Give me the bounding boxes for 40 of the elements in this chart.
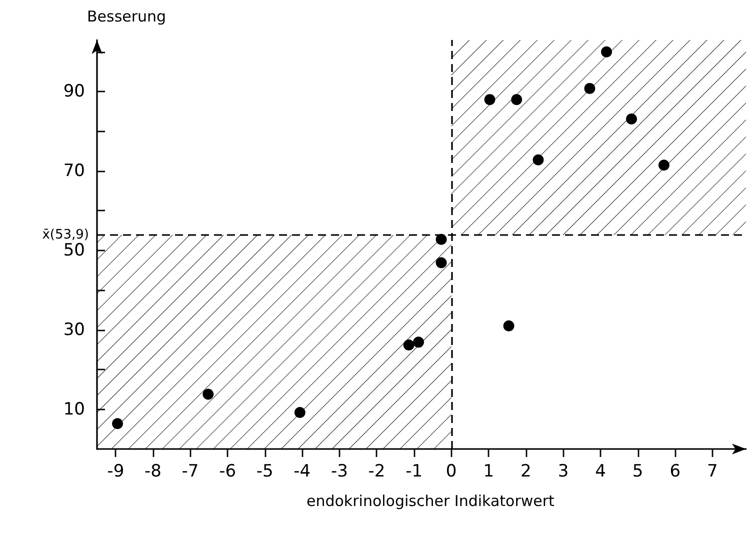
point	[484, 94, 496, 106]
point	[436, 234, 447, 245]
x-tick-label: -2	[368, 462, 386, 482]
x-tick-label: 2	[520, 462, 532, 482]
x-tick-label: -9	[107, 462, 124, 482]
x-tick-label: -7	[182, 462, 199, 482]
x-tick-label: 1	[483, 462, 494, 482]
point	[436, 257, 447, 268]
ref-line-label: x̄(53,9)	[42, 227, 89, 242]
x-tick-label: 0	[446, 462, 457, 482]
x-tick-label: -5	[256, 462, 274, 482]
x-tick-label: -1	[406, 462, 423, 482]
y-tick-label: 90	[63, 82, 85, 102]
x-tick-label: 5	[632, 462, 644, 482]
x-tick-label: 6	[670, 462, 681, 482]
x-tick-label: -4	[294, 462, 311, 482]
x-tick-label: 4	[595, 462, 606, 482]
y-axis-title: Besserung	[87, 8, 166, 26]
x-axis-title: endokrinologischer Indikatorwert	[306, 492, 555, 510]
x-tick-label: 7	[707, 462, 718, 482]
x-tick-label: -3	[330, 462, 348, 482]
point	[202, 388, 214, 400]
point	[294, 406, 306, 418]
y-tick-label: 30	[63, 320, 85, 340]
y-tick-label: 10	[63, 399, 85, 420]
x-tick-label: -8	[144, 462, 162, 482]
point	[112, 418, 124, 430]
point	[532, 154, 544, 166]
y-tick-label: 50	[63, 240, 85, 260]
point	[403, 339, 414, 350]
y-tick-label: 70	[63, 161, 85, 182]
x-tick-label: 3	[558, 462, 569, 482]
point	[511, 94, 522, 106]
point	[503, 320, 514, 332]
point	[658, 160, 670, 171]
point	[626, 114, 637, 125]
x-tick-label: -6	[219, 462, 236, 482]
point	[584, 82, 596, 94]
point	[413, 336, 424, 348]
point	[601, 46, 612, 58]
